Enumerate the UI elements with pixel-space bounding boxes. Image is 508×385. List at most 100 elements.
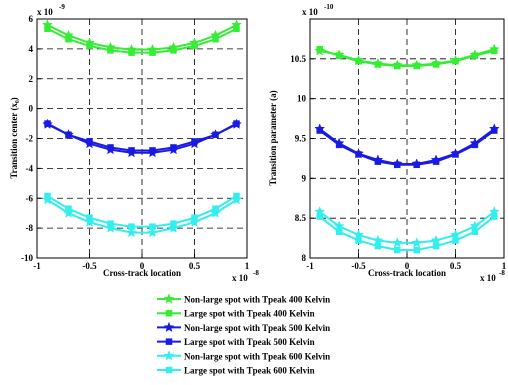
square-marker (491, 47, 498, 55)
x-axis-label-right: Cross-track location (368, 268, 446, 278)
x-tick-label: -0.5 (351, 261, 366, 271)
star-marker (353, 229, 364, 240)
y-exponent-power-right: -10 (324, 3, 334, 11)
star-marker (372, 234, 384, 246)
square-marker (413, 246, 420, 254)
x-tick-label: -1 (306, 261, 314, 271)
series-6 (316, 213, 498, 254)
star-marker (63, 207, 74, 218)
series-line (47, 123, 237, 154)
legend-star-icon (163, 350, 175, 361)
series-line (46, 198, 238, 234)
x-exponent-base-right: x 10 (480, 273, 496, 283)
legend-label: Non-large spot with Tpeak 400 Kelvin (184, 295, 330, 305)
legend-items: Non-large spot with Tpeak 400 Kelvin Larg… (157, 293, 330, 376)
x-tick-label: -1 (33, 261, 41, 271)
chart-transition-parameter: -1 -0.5 0 0.5 1 10.5 10 9.5 9 8.5 8 Cross-track lo… (268, 3, 507, 283)
series-2 (316, 46, 498, 70)
square-marker (191, 138, 198, 145)
square-marker (355, 57, 362, 65)
square-marker (170, 144, 177, 151)
legend-entry: Non-large spot with Tpeak 500 Kelvin (157, 321, 330, 333)
y-tick-label: -4 (26, 163, 34, 173)
square-marker (149, 49, 156, 56)
y-tick-label: 10 (297, 94, 307, 104)
square-marker (44, 120, 51, 127)
series-line (47, 122, 237, 152)
y-tick-label: 8.5 (295, 213, 307, 223)
series-4 (44, 120, 240, 154)
legend-label: Non-large spot with Tpeak 500 Kelvin (184, 323, 330, 333)
square-marker (316, 213, 323, 220)
star-marker (126, 226, 137, 238)
star-marker (84, 216, 95, 227)
square-marker (471, 228, 479, 235)
square-marker (44, 25, 51, 32)
y-axis-label-right: Transition parameter (a) (268, 90, 278, 185)
x-tick-label: -0.5 (82, 261, 97, 271)
series-line (319, 129, 495, 166)
square-marker (335, 228, 343, 235)
series-line (319, 215, 495, 252)
square-marker (86, 214, 93, 221)
square-marker (452, 151, 459, 158)
square-marker (432, 242, 440, 250)
square-marker (374, 61, 382, 68)
square-marker (316, 127, 323, 134)
square-marker (107, 220, 114, 227)
square-marker (355, 151, 362, 158)
star-marker (168, 222, 179, 233)
square-marker (191, 42, 198, 50)
legend-entry: Non-large spot with Tpeak 600 Kelvin (157, 350, 330, 361)
x-exponent-right: x 10 -8 (480, 269, 505, 283)
legend-box (155, 290, 372, 381)
square-marker (394, 62, 401, 70)
square-marker (233, 192, 240, 200)
square-marker (413, 62, 420, 70)
ticks-right: -1 -0.5 0 0.5 1 10.5 10 9.5 9 8.5 8 (290, 54, 507, 271)
star-marker (333, 220, 345, 231)
chart-transition-center: -1 -0.5 0 0.5 1 6 4 2 0 -2 -4 -6 -8 -10 Cross-track l… (9, 3, 259, 283)
legend-square-icon (165, 366, 173, 374)
square-marker (394, 161, 401, 169)
square-marker (86, 42, 93, 50)
y-tick-label: 2 (29, 74, 34, 84)
series-1 (42, 19, 242, 55)
x-tick-label: 1 (245, 261, 250, 271)
square-marker (355, 237, 362, 244)
square-marker (65, 35, 72, 43)
legend-label: Large spot with Tpeak 500 Kelvin (184, 337, 315, 347)
y-exponent-left: x 10 -9 (37, 3, 65, 17)
star-marker (189, 216, 200, 227)
square-marker (212, 35, 219, 43)
square-marker (170, 220, 177, 227)
x-tick-label: 0.5 (450, 261, 462, 271)
y-tick-label: 10.5 (290, 54, 306, 64)
star-marker (450, 229, 461, 240)
square-marker (394, 246, 401, 254)
star-marker (469, 220, 481, 231)
legend-label: Large spot with Tpeak 600 Kelvin (184, 366, 315, 376)
y-exponent-right: x 10 -10 (302, 3, 334, 17)
x-tick-label: 1 (502, 261, 507, 271)
grid-left (37, 19, 247, 258)
star-marker (430, 234, 442, 246)
series-line (47, 27, 237, 54)
square-marker (128, 49, 135, 56)
square-marker (170, 47, 177, 54)
y-tick-label: -10 (21, 253, 33, 263)
series-2 (44, 25, 240, 56)
ticks-left: -1 -0.5 0 0.5 1 6 4 2 0 -2 -4 -6 -8 -10 (21, 14, 250, 271)
square-marker (432, 158, 440, 165)
square-marker (107, 47, 114, 54)
series-line (319, 48, 495, 67)
star-marker (105, 222, 116, 233)
square-marker (471, 52, 479, 59)
legend-star-icon (163, 293, 175, 304)
series-group-left (42, 19, 242, 238)
square-marker (491, 127, 498, 134)
y-exponent-base-left: x 10 (37, 7, 53, 17)
legend-label: Non-large spot with Tpeak 600 Kelvin (184, 351, 330, 361)
square-marker (65, 205, 72, 212)
